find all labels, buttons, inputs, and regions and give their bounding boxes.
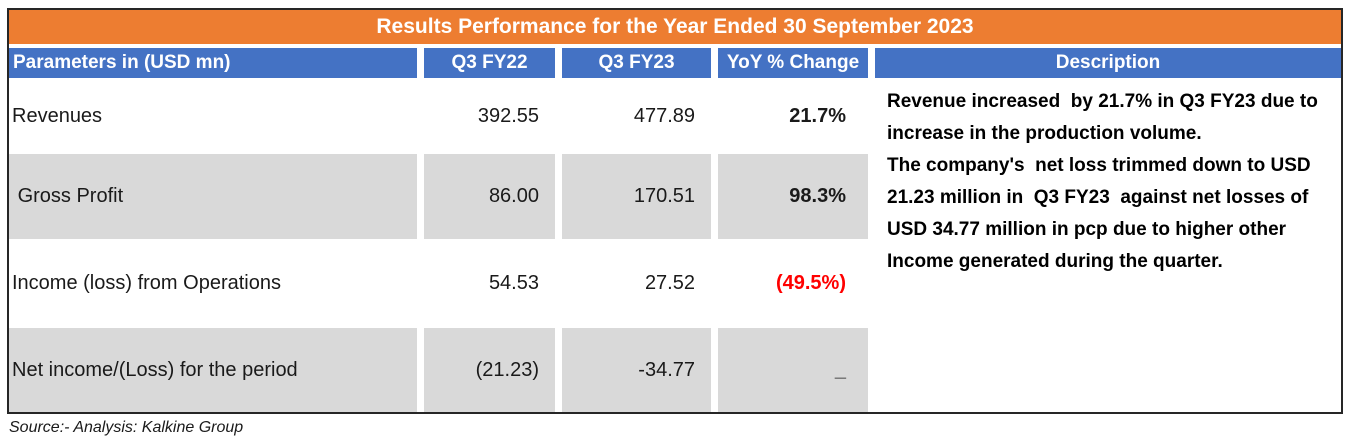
- income-operations-q3fy23-value: 27.52: [644, 272, 695, 294]
- column-header-parameters: Parameters in (USD mn): [9, 48, 417, 78]
- net-income-q3fy22-value: (21.23): [424, 328, 555, 412]
- column-header-description: Description: [875, 48, 1341, 78]
- table-grid: Parameters in (USD mn) Q3 FY22 Q3 FY23 Y…: [9, 48, 1341, 412]
- column-header-q3fy22: Q3 FY22: [424, 48, 555, 78]
- table-row-revenues-label: Revenues: [12, 104, 103, 127]
- description-paragraph-revenue: Revenue increased by 21.7% in Q3 FY23 du…: [887, 91, 1324, 144]
- table-row-income-operations-label: Income (loss) from Operations: [12, 272, 281, 294]
- net-income-q3fy23-value: -34.77: [562, 328, 711, 412]
- net-income-yoy-value: _: [718, 328, 868, 412]
- description-paragraph-net-loss: The company's net loss trimmed down to U…: [887, 155, 1319, 272]
- gross-profit-yoy-value: 98.3%: [718, 154, 868, 239]
- table-row-net-income-label: Net income/(Loss) for the period: [9, 328, 417, 412]
- results-performance-table: Results Performance for the Year Ended 3…: [7, 8, 1343, 414]
- revenues-yoy-value: 21.7%: [789, 104, 846, 127]
- table-title: Results Performance for the Year Ended 3…: [9, 10, 1341, 44]
- column-header-yoy-change: YoY % Change: [718, 48, 868, 78]
- revenues-q3fy22-value: 392.55: [477, 104, 539, 127]
- gross-profit-q3fy22-value: 86.00: [424, 154, 555, 239]
- gross-profit-q3fy23-value: 170.51: [562, 154, 711, 239]
- income-operations-q3fy22-value: 54.53: [488, 272, 539, 294]
- source-note: Source:- Analysis: Kalkine Group: [9, 419, 244, 436]
- income-operations-yoy-value: (49.5%): [775, 272, 846, 294]
- revenues-q3fy23-value: 477.89: [633, 104, 695, 127]
- column-header-q3fy23: Q3 FY23: [562, 48, 711, 78]
- table-row-gross-profit-label: Gross Profit: [9, 154, 417, 239]
- description-cell: Revenue increased by 21.7% in Q3 FY23 du…: [875, 80, 1341, 412]
